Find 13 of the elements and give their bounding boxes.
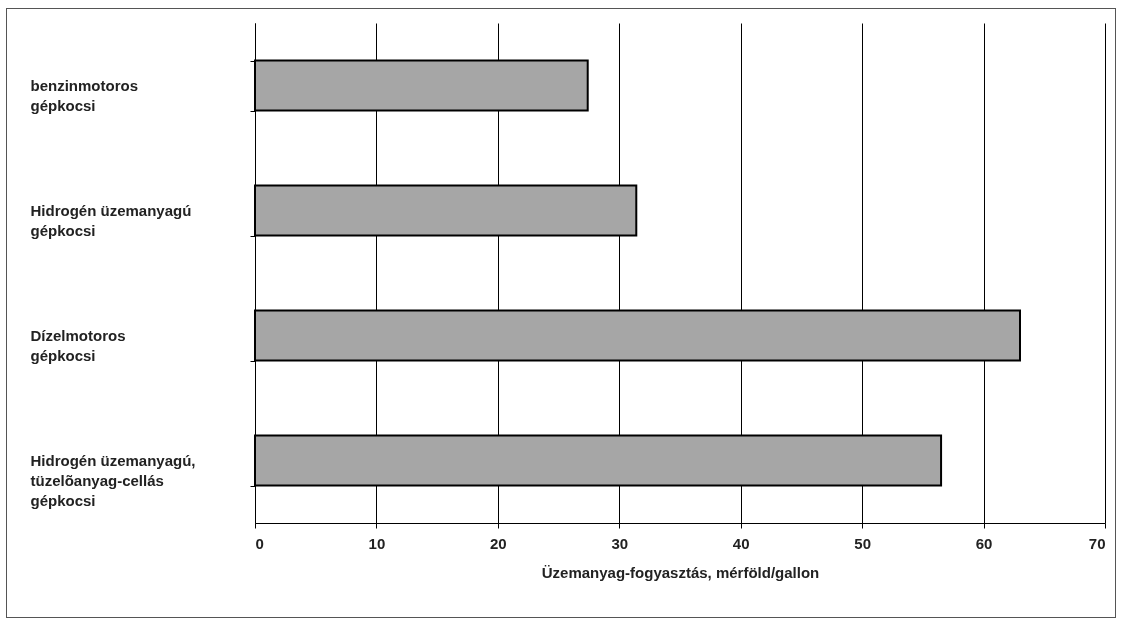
x-tick-label: 10	[368, 534, 386, 552]
x-tick-label: 50	[854, 534, 871, 552]
y-tick-label: benzinmotoros gépkocsi	[30, 77, 138, 114]
x-tick-label: 20	[490, 534, 507, 552]
x-tick-label: 30	[611, 534, 629, 552]
y-tick-label: Dízelmotoros gépkocsi	[30, 327, 126, 364]
x-axis-title: Üzemanyag-fogyasztás, mérföld/gallon	[541, 563, 820, 581]
x-tick-label: 40	[732, 534, 750, 552]
y-tick-label: Hidrogén üzemanyagú gépkocsi	[30, 202, 192, 239]
x-tick-label: 60	[975, 534, 993, 552]
x-tick-label: 70	[1088, 534, 1106, 552]
y-tick-label: Hidrogén üzemanyagú, tüzelõanyag-cellás gépkocsi	[30, 452, 196, 509]
x-tick-label: 0	[255, 534, 264, 552]
